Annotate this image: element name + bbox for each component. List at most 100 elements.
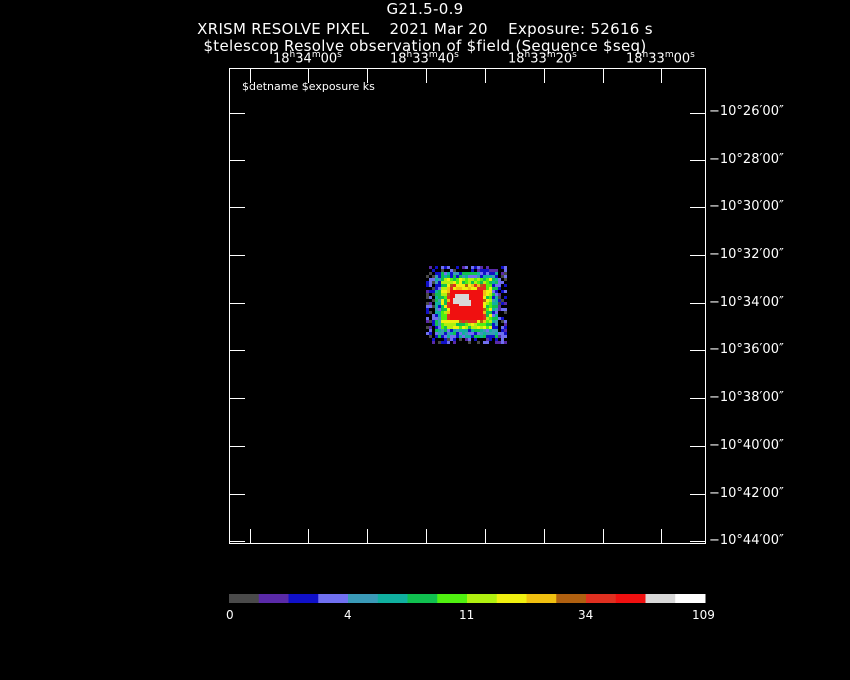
image-pixel (453, 278, 456, 281)
image-pixel (486, 290, 489, 293)
image-pixel (429, 290, 432, 293)
colorbar-segment (437, 594, 468, 603)
image-pixel (486, 269, 489, 272)
image-pixel (474, 335, 477, 338)
image-pixel (465, 287, 468, 290)
image-pixel (504, 296, 507, 299)
image-pixel (474, 302, 477, 305)
image-pixel (501, 302, 504, 305)
image-pixel (435, 266, 438, 269)
image-pixel (483, 275, 486, 278)
image-pixel (426, 302, 429, 305)
image-pixel (492, 281, 495, 284)
image-pixel (471, 278, 474, 281)
image-pixel (486, 284, 489, 287)
image-pixel (468, 314, 471, 317)
image-pixel (459, 308, 462, 311)
image-pixel (498, 317, 501, 320)
image-pixel (468, 341, 471, 344)
image-pixel (453, 311, 456, 314)
image-pixel (480, 335, 483, 338)
image-pixel (462, 287, 465, 290)
image-pixel (432, 323, 435, 326)
image-pixel (450, 311, 453, 314)
image-pixel (477, 272, 480, 275)
image-pixel (477, 302, 480, 305)
image-pixel (435, 305, 438, 308)
image-pixel (456, 287, 459, 290)
image-pixel (480, 317, 483, 320)
image-pixel (459, 326, 462, 329)
image-pixel (471, 293, 474, 296)
image-pixel (453, 323, 456, 326)
image-pixel (432, 281, 435, 284)
image-pixel (453, 290, 456, 293)
image-pixel (447, 296, 450, 299)
image-pixel (477, 278, 480, 281)
image-pixel (477, 284, 480, 287)
image-pixel (435, 287, 438, 290)
image-pixel (492, 284, 495, 287)
image-pixel (462, 317, 465, 320)
image-pixel (480, 266, 483, 269)
image-pixel (501, 335, 504, 338)
image-pixel (450, 329, 453, 332)
image-pixel (468, 281, 471, 284)
image-pixel (453, 332, 456, 335)
image-pixel (504, 278, 507, 281)
image-pixel (447, 290, 450, 293)
image-pixel (486, 320, 489, 323)
image-pixel (450, 275, 453, 278)
image-pixel (492, 269, 495, 272)
image-pixel (435, 302, 438, 305)
image-pixel (468, 326, 471, 329)
image-pixel (498, 332, 501, 335)
image-pixel (486, 317, 489, 320)
image-pixel (438, 317, 441, 320)
image-pixel (447, 335, 450, 338)
colorbar-segment (467, 594, 498, 603)
colorbar-segment (318, 594, 349, 603)
image-pixel (435, 284, 438, 287)
image-pixel (498, 335, 501, 338)
image-pixel (495, 338, 498, 341)
image-pixel (441, 311, 444, 314)
colorbar-segment (526, 594, 557, 603)
image-pixel (471, 329, 474, 332)
image-pixel (489, 290, 492, 293)
image-pixel (477, 308, 480, 311)
image-pixel (483, 287, 486, 290)
image-pixel (456, 332, 459, 335)
image-pixel (483, 290, 486, 293)
image-pixel (444, 305, 447, 308)
image-pixel (450, 335, 453, 338)
image-pixel (495, 329, 498, 332)
image-pixel (465, 314, 468, 317)
image-pixel (465, 290, 468, 293)
image-pixel (447, 287, 450, 290)
image-frame (229, 68, 706, 544)
image-pixel (447, 341, 450, 344)
colorbar (229, 594, 706, 603)
image-pixel (480, 299, 483, 302)
image-pixel (483, 341, 486, 344)
image-pixel (489, 302, 492, 305)
image-pixel (489, 281, 492, 284)
image-pixel (441, 329, 444, 332)
image-pixel (501, 290, 504, 293)
image-pixel (477, 290, 480, 293)
image-pixel (465, 281, 468, 284)
image-pixel (429, 335, 432, 338)
image-pixel (450, 332, 453, 335)
image-pixel (456, 323, 459, 326)
image-pixel (495, 272, 498, 275)
image-pixel (489, 320, 492, 323)
image-pixel (492, 326, 495, 329)
image-pixel (504, 284, 507, 287)
image-pixel (492, 311, 495, 314)
image-pixel (441, 302, 444, 305)
image-pixel (480, 296, 483, 299)
image-pixel (456, 275, 459, 278)
image-pixel (498, 305, 501, 308)
image-pixel (504, 335, 507, 338)
